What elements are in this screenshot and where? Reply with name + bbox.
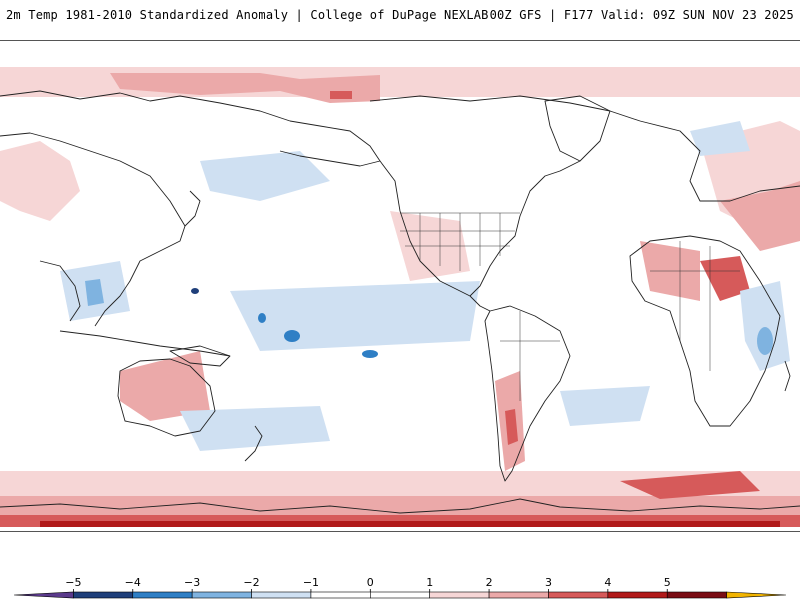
model-run-label: 00Z GFS | F177 Valid: 09Z SUN NOV 23 202… <box>489 8 794 22</box>
legend-swatch <box>429 591 490 599</box>
coast-europe <box>639 120 800 202</box>
legend-tick-label: −3 <box>184 576 201 589</box>
color-legend <box>0 568 800 600</box>
coast-canada-arctic <box>369 95 641 122</box>
border-us-states-2 <box>400 230 515 247</box>
legend-swatch <box>548 591 609 599</box>
pacific-cool-spot-1 <box>284 330 300 342</box>
europe-cool <box>690 121 750 156</box>
color-legend-bar <box>13 589 787 599</box>
legend-tick-label: 5 <box>663 576 671 589</box>
legend-swatch <box>370 591 430 599</box>
north-pacific-cool <box>200 151 330 201</box>
legend-tick-label: 1 <box>426 576 434 589</box>
legend-tick-label: −5 <box>65 576 82 589</box>
legend-swatch <box>191 591 252 599</box>
legend-tick-label: 2 <box>485 576 493 589</box>
legend-tick-label: 4 <box>604 576 612 589</box>
border-africa-1 <box>650 241 740 371</box>
coast-south-america <box>484 305 571 482</box>
south-atlantic-cool <box>560 386 650 426</box>
patagonia-hot <box>505 409 518 445</box>
legend-tick-label: 0 <box>366 576 374 589</box>
coast-new-zealand <box>244 425 263 462</box>
legend-swatch <box>13 591 74 599</box>
legend-swatch <box>607 591 668 599</box>
legend-swatch <box>726 591 787 599</box>
map-title: 2m Temp 1981-2010 Standardized Anomaly |… <box>6 8 489 22</box>
legend-swatch <box>132 591 193 599</box>
border-south-america-1 <box>500 311 560 401</box>
anomaly-shading <box>0 67 800 527</box>
coast-greenland <box>544 95 611 162</box>
australia-warm <box>120 351 210 421</box>
south-ocean-warm <box>620 471 760 499</box>
map-header: 2m Temp 1981-2010 Standardized Anomaly |… <box>0 0 800 40</box>
legend-swatch <box>251 591 312 599</box>
africa-cool-core <box>757 327 773 355</box>
pacific-cool-spot-3 <box>191 288 199 294</box>
coast-new-guinea <box>169 345 231 367</box>
legend-swatch <box>310 591 371 599</box>
coast-japan <box>184 190 201 227</box>
middle-east-warm <box>720 181 800 251</box>
border-us-states-1 <box>419 213 501 271</box>
anomaly-map <box>0 40 800 532</box>
coast-central-america <box>469 295 491 312</box>
legend-tick-label: −4 <box>124 576 141 589</box>
pacific-cool-spot-4 <box>258 313 266 323</box>
anomaly-map-svg <box>0 67 800 527</box>
arctic-warm-core <box>110 73 380 103</box>
coast-siberia <box>0 90 291 122</box>
south-pacific-cool <box>180 406 330 451</box>
coast-madagascar <box>784 360 791 392</box>
arctic-hot-spot <box>330 91 352 99</box>
coast-australia <box>117 358 216 437</box>
coast-indochina <box>39 260 81 322</box>
tropical-pacific-cool <box>230 281 480 351</box>
legend-swatch <box>73 591 134 599</box>
se-asia-cool-core <box>85 279 104 306</box>
coastlines <box>0 90 800 514</box>
coast-africa <box>629 235 781 427</box>
legend-tick-label: −2 <box>243 576 260 589</box>
legend-swatch <box>488 591 549 599</box>
legend-swatch <box>666 591 727 599</box>
africa-cool <box>740 281 790 371</box>
legend-tick-label: 3 <box>544 576 552 589</box>
africa-warm-2 <box>700 256 750 301</box>
siberia-warm <box>0 141 80 221</box>
coast-indonesia <box>59 330 231 357</box>
political-borders <box>400 212 740 401</box>
pacific-cool-spot-2 <box>362 350 378 358</box>
legend-tick-label: −1 <box>302 576 320 589</box>
coast-antarctica <box>0 498 800 514</box>
antarctic-hottest-band <box>40 521 780 527</box>
